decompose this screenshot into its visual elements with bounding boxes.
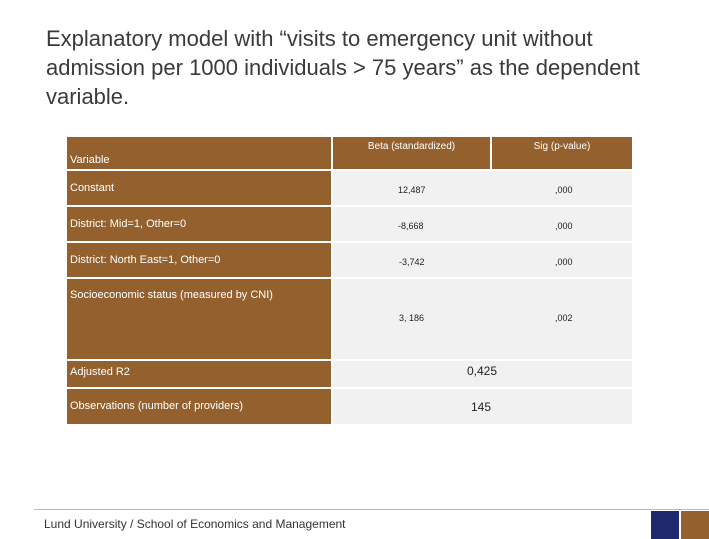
- header-beta-label: Beta (standardized): [367, 141, 456, 152]
- row-label: District: North East=1, Other=0: [70, 254, 221, 266]
- row-label: Socioeconomic status (measured by CNI): [70, 289, 273, 301]
- beta-value: 3, 186: [399, 313, 425, 323]
- row-constant-label-cell: Constant: [67, 171, 331, 205]
- row-constant-values: 12,487 ,000: [333, 171, 632, 205]
- header-beta: Beta (standardized): [333, 137, 490, 169]
- row-adjusted-r2-label-cell: Adjusted R2: [67, 361, 331, 387]
- footer-logo-block-navy: [651, 511, 679, 539]
- row-district-ne-values: -3,742 ,000: [333, 243, 632, 277]
- header-sig-label: Sig (p-value): [533, 141, 591, 152]
- row-label: Observations (number of providers): [70, 400, 244, 412]
- beta-value: -8,668: [398, 221, 424, 231]
- sig-value: ,000: [555, 185, 573, 195]
- row-district-mid-values: -8,668 ,000: [333, 207, 632, 241]
- sig-value: ,000: [555, 257, 573, 267]
- row-socioeconomic-label-cell: Socioeconomic status (measured by CNI): [67, 279, 331, 359]
- row-label: District: Mid=1, Other=0: [70, 218, 187, 230]
- beta-value: 12,487: [398, 185, 426, 195]
- header-variable-label: Variable: [70, 154, 110, 166]
- row-label: Adjusted R2: [70, 366, 130, 378]
- row-adjusted-r2-values: 0,425: [333, 361, 632, 387]
- footer-text: Lund University / School of Economics an…: [44, 517, 346, 531]
- header-variable: Variable: [67, 137, 331, 169]
- beta-value: -3,742: [399, 257, 425, 267]
- slide-title: Explanatory model with “visits to emerge…: [46, 26, 640, 109]
- observations-value: 145: [471, 400, 492, 414]
- adjusted-r2-value: 0,425: [467, 364, 498, 378]
- row-label: Constant: [70, 182, 115, 194]
- row-socioeconomic-values: 3, 186 ,002: [333, 279, 632, 359]
- sig-value: ,000: [555, 221, 573, 231]
- footer-logo-block-brown: [681, 511, 709, 539]
- row-observations-values: 145: [333, 389, 632, 424]
- header-sig: Sig (p-value): [492, 137, 632, 169]
- footer-divider: [34, 509, 709, 510]
- row-district-mid-label-cell: District: Mid=1, Other=0: [67, 207, 331, 241]
- sig-value: ,002: [555, 313, 573, 323]
- row-district-ne-label-cell: District: North East=1, Other=0: [67, 243, 331, 277]
- row-observations-label-cell: Observations (number of providers): [67, 389, 331, 424]
